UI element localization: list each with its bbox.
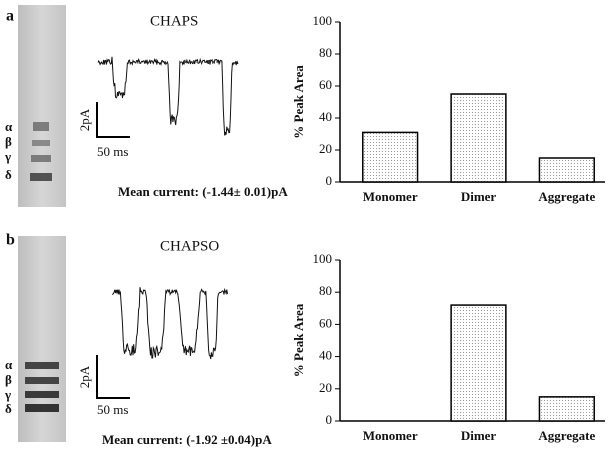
subunit-label: δ [5,401,12,416]
y-tick-label: 60 [319,77,332,92]
x-tick-label: Dimer [461,428,497,443]
panel-label: a [6,8,14,25]
y-tick-label: 20 [319,141,332,156]
gel-band [25,404,59,412]
bar [538,157,595,183]
bar [450,304,507,422]
panel: a CHAPS 2pA 50 ms Mean current: (-1.44± … [4,5,288,207]
detergent-label: CHAPSO [160,238,219,254]
gel-band [31,155,51,162]
y-tick-label: 20 [319,380,332,395]
bar [450,93,507,183]
x-tick-label: Aggregate [538,189,595,204]
scale-bar [96,355,130,399]
bar [538,396,595,422]
y-axis-label: % Peak Area [291,65,306,139]
subunit-label: β [5,134,12,149]
panel: b CHAPSO 2pA 50 ms Mean current: (-1.92 … [4,232,272,447]
scale-bar [96,102,130,138]
gel-band [33,122,49,131]
scale-current: 2pA [77,365,92,388]
y-tick-label: 0 [326,412,333,427]
subunit-label: γ [4,387,11,402]
subunit-label: β [5,372,12,387]
bar [362,131,419,183]
scale-current: 2pA [77,108,92,131]
y-tick-label: 60 [319,315,332,330]
scale-time: 50 ms [97,402,128,417]
gel-band [25,377,59,384]
y-tick-label: 40 [319,109,332,124]
detergent-label: CHAPS [150,13,198,29]
x-tick-label: Monomer [363,189,418,204]
gel-band [25,362,59,369]
x-tick-label: Dimer [461,189,497,204]
mean-current: Mean current: (-1.92 ±0.04)pA [102,432,272,447]
y-tick-label: 0 [326,173,333,188]
subunit-label: α [5,119,13,134]
current-trace [97,56,239,136]
y-tick-label: 100 [313,251,333,266]
current-trace [111,287,228,360]
y-tick-label: 100 [313,13,333,28]
y-tick-label: 40 [319,348,332,363]
mean-current: Mean current: (-1.44± 0.01)pA [118,184,288,199]
y-axis-label: % Peak Area [291,303,306,377]
subunit-label: δ [5,167,12,182]
gel-band [25,391,59,398]
scale-time: 50 ms [97,144,128,159]
gel-band [32,140,50,146]
subunit-label: α [5,357,13,372]
panel-label: b [6,232,15,249]
y-tick-label: 80 [319,45,332,60]
subunit-label: γ [4,149,11,164]
gel-band [30,173,52,181]
x-tick-label: Aggregate [538,428,595,443]
y-tick-label: 80 [319,283,332,298]
x-tick-label: Monomer [363,428,418,443]
